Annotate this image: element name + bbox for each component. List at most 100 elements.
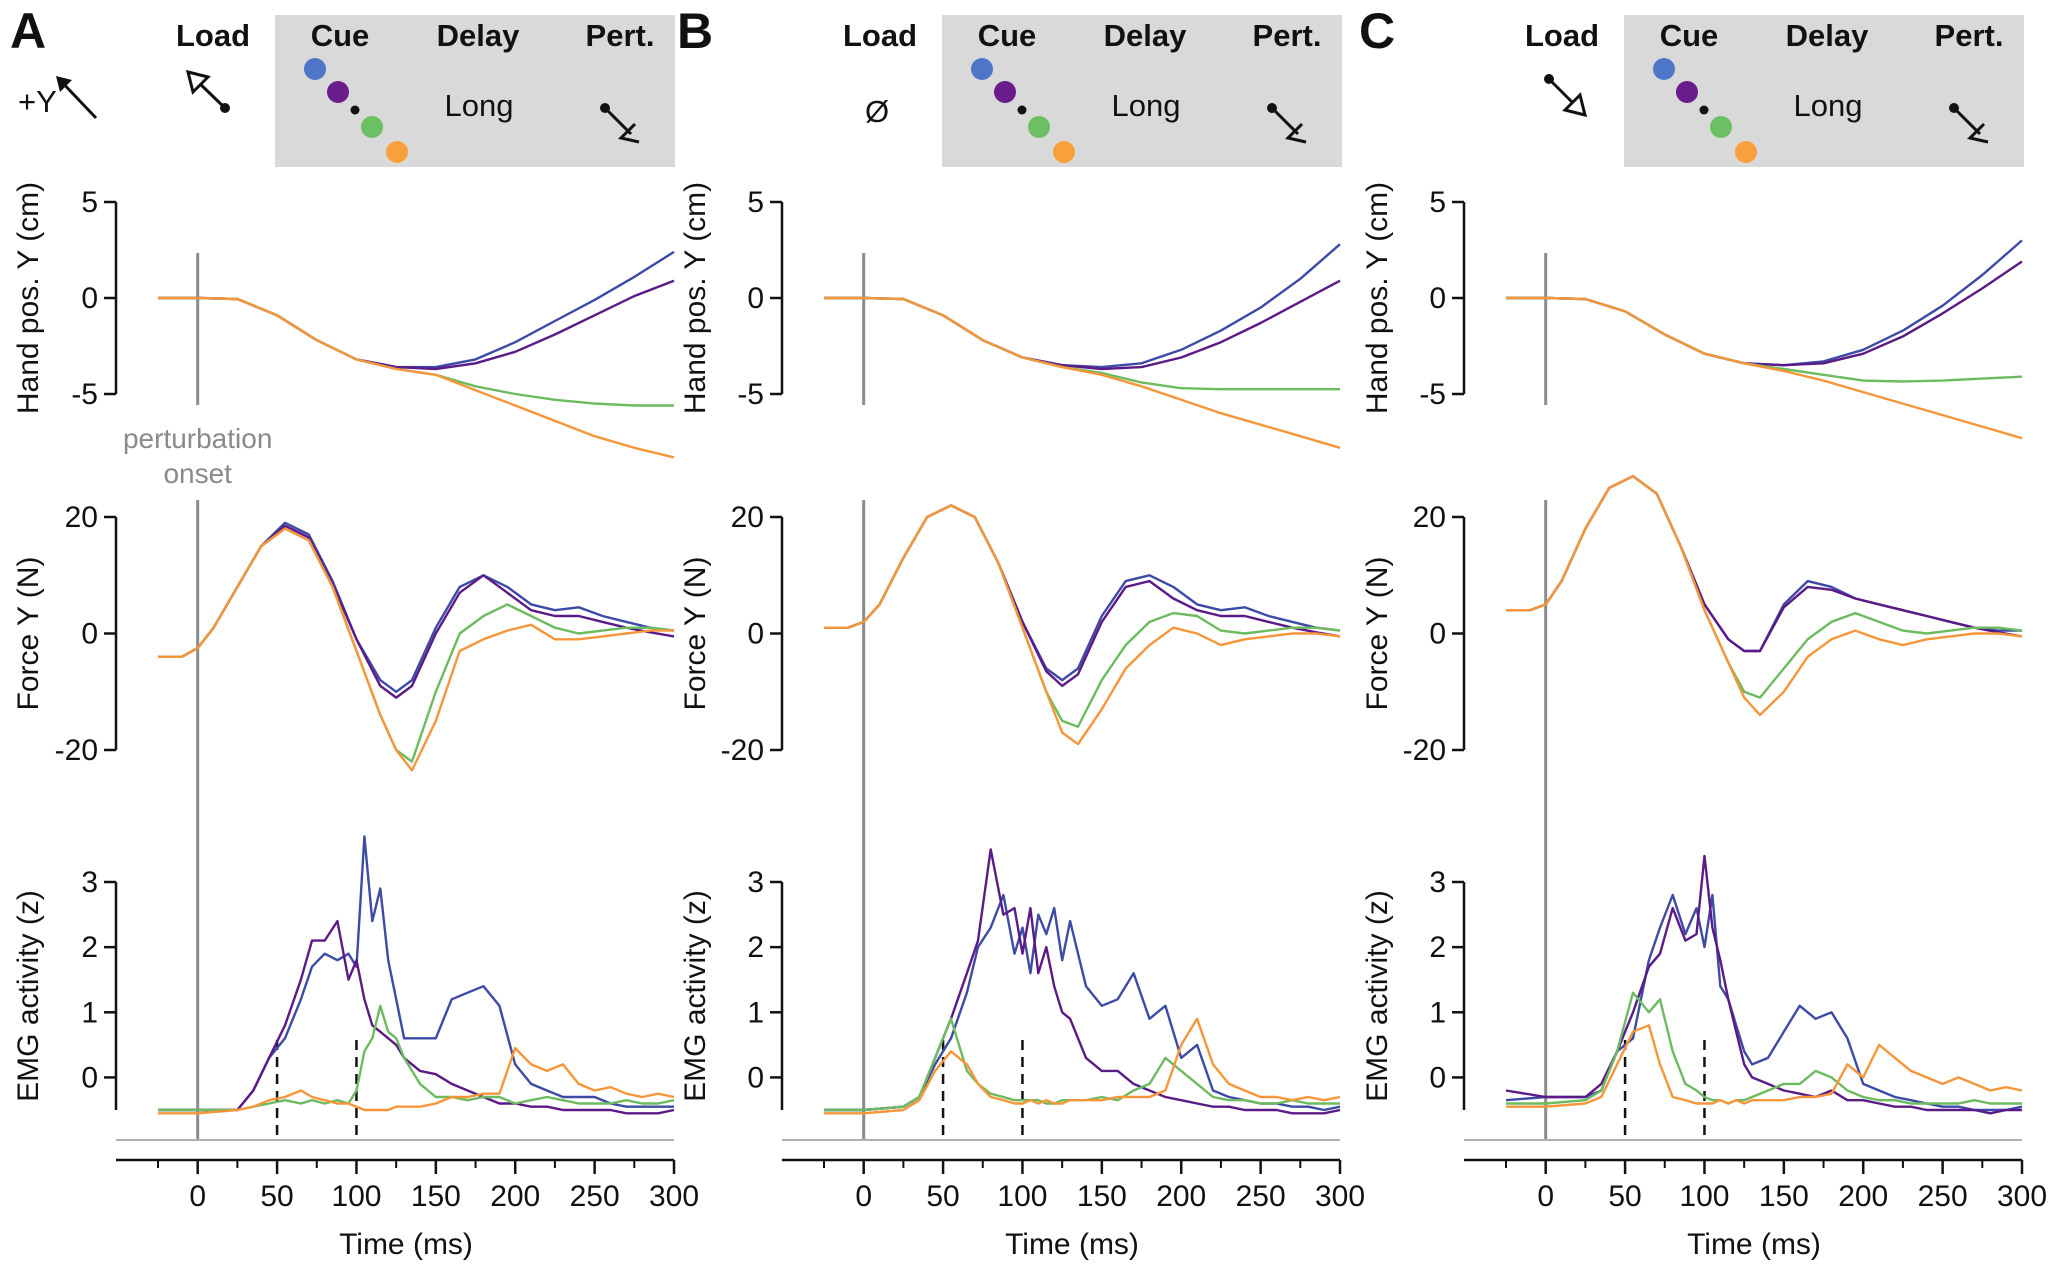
series-line-purple bbox=[824, 848, 1341, 1115]
x-tick-label: 250 bbox=[1918, 1180, 1968, 1213]
x-tick-label: 150 bbox=[1759, 1180, 1809, 1213]
x-tick-label: 200 bbox=[1156, 1180, 1206, 1213]
series-line-purple bbox=[824, 279, 1341, 371]
time-axis: 0 50 100 150 200 250 300 Time (ms) bbox=[116, 1158, 699, 1261]
y-tick-label: 2 bbox=[81, 931, 98, 964]
axis-hint-label: +Y bbox=[18, 84, 57, 119]
x-tick-label: 250 bbox=[570, 1180, 620, 1213]
cue-dot-icon bbox=[361, 116, 383, 138]
series-line-orange bbox=[824, 296, 1341, 449]
y-tick-label: 20 bbox=[1413, 501, 1446, 534]
pert-label: Pert. bbox=[1253, 18, 1322, 53]
hand_position-subplot: 5 0 -5 Hand pos. Y (cm) bbox=[1361, 182, 2023, 440]
series-line-purple bbox=[158, 279, 675, 371]
load-label: Load bbox=[176, 18, 250, 53]
emg-subplot: 3 2 1 0 EMG activity (z) bbox=[679, 848, 1341, 1141]
x-tick-label: 0 bbox=[855, 1180, 872, 1213]
cue-dot-icon bbox=[1735, 141, 1757, 163]
y-tick-label: 5 bbox=[1429, 186, 1446, 219]
y-tick-label: 20 bbox=[65, 501, 98, 534]
series-line-blue bbox=[1506, 475, 2022, 653]
series-line-green bbox=[1506, 296, 2023, 383]
y-tick-label: 2 bbox=[747, 931, 764, 964]
y-axis-label: Force Y (N) bbox=[679, 557, 712, 711]
series-line-blue bbox=[824, 893, 1341, 1112]
cue-dot-icon bbox=[327, 81, 349, 103]
y-tick-label: 0 bbox=[81, 282, 98, 315]
series-line-green bbox=[158, 1004, 675, 1112]
cue-label: Cue bbox=[311, 18, 370, 53]
pert-arrowhead-icon bbox=[618, 122, 640, 144]
y-tick-label: 0 bbox=[1429, 618, 1446, 651]
cue-dot-icon bbox=[386, 141, 408, 163]
x-tick-label: 300 bbox=[649, 1180, 699, 1213]
hand_position-subplot: 5 0 -5 Hand pos. Y (cm) bbox=[679, 182, 1341, 449]
series-line-green bbox=[158, 527, 675, 763]
y-tick-label: 3 bbox=[1429, 866, 1446, 899]
y-tick-label: 5 bbox=[81, 186, 98, 219]
time-axis: 0 50 100 150 200 250 300 Time (ms) bbox=[1464, 1158, 2047, 1261]
series-line-blue bbox=[824, 504, 1341, 682]
x-tick-label: 50 bbox=[260, 1180, 293, 1213]
force-subplot: 20 0 -20 Force Y (N) bbox=[1361, 475, 2023, 767]
panel-letter: B bbox=[677, 3, 713, 59]
series-line-purple bbox=[1506, 475, 2023, 653]
delay-label: Delay bbox=[1786, 18, 1869, 53]
x-tick-label: 100 bbox=[1679, 1180, 1729, 1213]
load-origin-dot-icon bbox=[220, 103, 230, 113]
pert-arrow-icon bbox=[603, 106, 633, 136]
x-tick-label: 300 bbox=[1315, 1180, 1365, 1213]
cue-dot-icon bbox=[304, 58, 326, 80]
x-axis-label: Time (ms) bbox=[1687, 1228, 1821, 1261]
y-axis-label: Force Y (N) bbox=[1361, 557, 1394, 711]
y-tick-label: 1 bbox=[1429, 996, 1446, 1029]
y-tick-label: 5 bbox=[747, 186, 764, 219]
series-line-orange bbox=[1506, 475, 2023, 717]
series-line-green bbox=[1506, 991, 2022, 1105]
load-origin-dot-icon bbox=[1544, 74, 1554, 84]
y-tick-label: 0 bbox=[747, 282, 764, 315]
load-label: Load bbox=[843, 18, 917, 53]
panel-letter: C bbox=[1359, 3, 1395, 59]
cue-label: Cue bbox=[1660, 18, 1719, 53]
load-arrowhead-icon bbox=[1562, 92, 1588, 118]
x-tick-label: 300 bbox=[1997, 1180, 2047, 1213]
pert-label: Pert. bbox=[586, 18, 655, 53]
onset-label-line2: onset bbox=[163, 458, 232, 489]
time-axis: 0 50 100 150 200 250 300 Time (ms) bbox=[782, 1158, 1365, 1261]
y-axis-label: Force Y (N) bbox=[12, 557, 45, 711]
series-line-orange bbox=[1506, 296, 2023, 440]
x-tick-label: 250 bbox=[1236, 1180, 1286, 1213]
y-tick-label: -5 bbox=[71, 378, 98, 411]
x-tick-label: 100 bbox=[331, 1180, 381, 1213]
emg-subplot: 3 2 1 0 EMG activity (z) bbox=[12, 835, 675, 1141]
y-tick-label: 0 bbox=[1429, 1061, 1446, 1094]
y-axis-label: EMG activity (z) bbox=[679, 890, 712, 1102]
cue-dot-icon bbox=[1676, 81, 1698, 103]
force-subplot: 20 0 -20 Force Y (N) bbox=[679, 501, 1341, 767]
x-tick-label: 50 bbox=[1608, 1180, 1641, 1213]
y-tick-label: 3 bbox=[81, 866, 98, 899]
series-line-orange bbox=[158, 1046, 675, 1115]
cue-dot-icon bbox=[971, 58, 993, 80]
series-line-orange bbox=[1506, 1024, 2023, 1108]
y-tick-label: 0 bbox=[747, 618, 764, 651]
delay-value-label: Long bbox=[1794, 88, 1863, 123]
cue-dot-icon bbox=[1028, 116, 1050, 138]
y-tick-label: 1 bbox=[747, 996, 764, 1029]
series-line-orange bbox=[824, 1017, 1341, 1115]
y-tick-label: 0 bbox=[81, 1061, 98, 1094]
x-tick-label: 0 bbox=[189, 1180, 206, 1213]
x-tick-label: 100 bbox=[997, 1180, 1047, 1213]
delay-value-label: Long bbox=[1112, 88, 1181, 123]
panels: A +Y Load Cue Delay Pert. Long perturbation onse… bbox=[10, 3, 2047, 1261]
onset-label-line1: perturbation bbox=[123, 423, 272, 454]
cue-dot-icon bbox=[1653, 58, 1675, 80]
delay-label: Delay bbox=[1104, 18, 1187, 53]
y-tick-label: 1 bbox=[81, 996, 98, 1029]
series-line-green bbox=[824, 296, 1340, 391]
x-axis-label: Time (ms) bbox=[339, 1228, 473, 1261]
